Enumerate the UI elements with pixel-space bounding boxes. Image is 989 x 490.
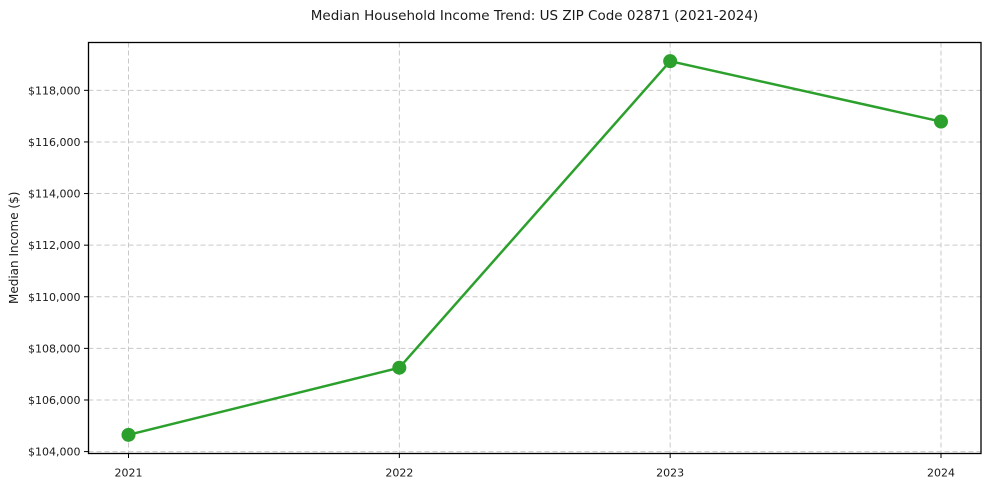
data-point-2022 xyxy=(392,360,407,375)
x-tick-label: 2023 xyxy=(656,467,684,480)
data-point-2021 xyxy=(121,427,136,442)
plot-border xyxy=(87,41,982,455)
y-tick-label: $104,000 xyxy=(28,446,81,459)
data-point-2023 xyxy=(663,54,678,69)
y-tick-label: $110,000 xyxy=(28,291,81,304)
y-tick-label: $114,000 xyxy=(28,188,81,201)
chart-title: Median Household Income Trend: US ZIP Co… xyxy=(310,8,759,24)
x-tick-label: 2024 xyxy=(927,467,955,480)
y-tick-label: $118,000 xyxy=(28,84,81,97)
x-tick-label: 2022 xyxy=(385,467,413,480)
y-tick-label: $106,000 xyxy=(28,394,81,407)
y-tick-label: $116,000 xyxy=(28,136,81,149)
y-tick-label: $108,000 xyxy=(28,342,81,355)
income-trend-line xyxy=(127,59,943,437)
y-tick-label: $112,000 xyxy=(28,239,81,252)
x-tick-label: 2021 xyxy=(115,467,143,480)
data-point-2024 xyxy=(934,114,948,129)
